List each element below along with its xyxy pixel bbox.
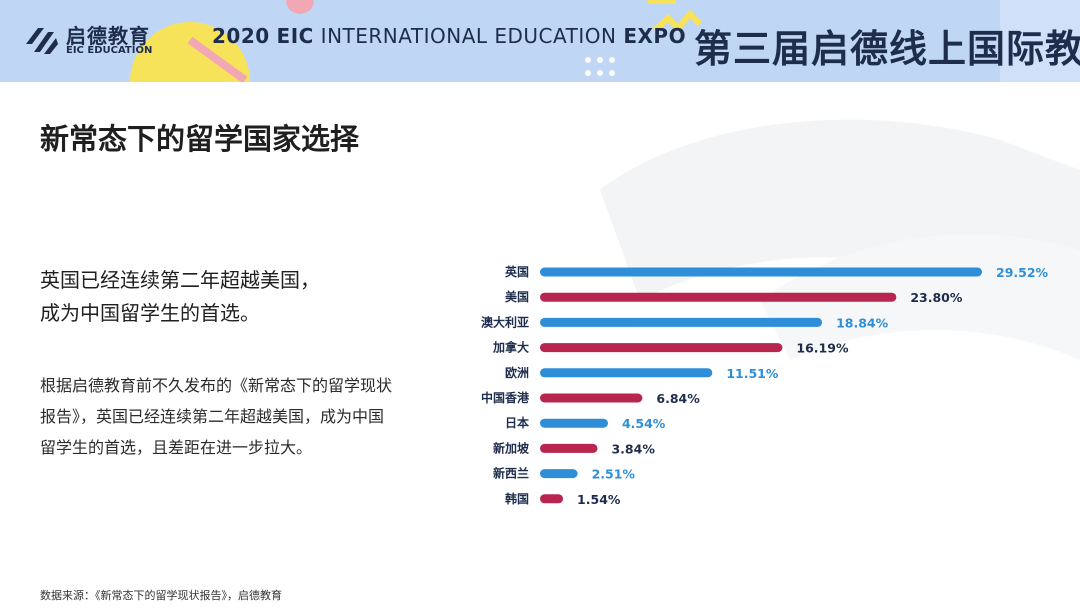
page-title: 新常态下的留学国家选择 <box>40 122 360 156</box>
value-label: 4.54% <box>622 416 666 431</box>
category-label: 新加坡 <box>493 440 530 455</box>
logo-text-cn: 启德教育 <box>66 24 150 48</box>
source-note: 数据来源：《新常态下的留学现状报告》，启德教育 <box>40 589 282 602</box>
logo-text-en: EIC EDUCATION <box>66 45 153 56</box>
banner-title-cn: 第三届启德线上国际教育展 <box>694 27 1080 71</box>
bar <box>540 469 578 479</box>
value-label: 29.52% <box>996 265 1049 280</box>
bar <box>540 494 564 504</box>
value-label: 6.84% <box>656 391 700 406</box>
expo-year: 2020 <box>212 24 270 48</box>
bar <box>540 267 982 277</box>
bar <box>540 393 643 403</box>
expo-end: EXPO <box>623 24 687 48</box>
value-label: 1.54% <box>577 492 621 507</box>
expo-middle: INTERNATIONAL EDUCATION <box>320 24 617 48</box>
category-label: 英国 <box>505 264 529 279</box>
lead-text: 英国已经连续第二年超越美国， 成为中国留学生的首选。 <box>40 264 460 330</box>
value-label: 11.51% <box>726 366 779 381</box>
category-label: 韩国 <box>505 491 529 506</box>
header-banner: 启德教育 EIC EDUCATION 2020 EIC INTERNATIONA… <box>0 0 1080 82</box>
logo-icon <box>26 28 58 54</box>
category-label: 欧洲 <box>505 365 529 380</box>
lead-line: 英国已经连续第二年超越美国， <box>40 268 320 292</box>
body-line: 根据启德教育前不久发布的《新常态下的留学现状 <box>40 376 393 395</box>
category-label: 澳大利亚 <box>481 314 529 329</box>
category-label: 日本 <box>505 415 529 430</box>
bar <box>540 368 713 378</box>
value-label: 3.84% <box>611 441 655 456</box>
logo: 启德教育 EIC EDUCATION <box>22 18 152 64</box>
value-label: 18.84% <box>836 315 889 330</box>
expo-title: 2020 EIC INTERNATIONAL EDUCATION EXPO <box>212 24 686 48</box>
body-line: 留学生的首选，且差距在进一步拉大。 <box>40 438 313 457</box>
lead-line: 成为中国留学生的首选。 <box>40 301 260 325</box>
category-label: 中国香港 <box>481 390 530 405</box>
value-label: 23.80% <box>910 290 963 305</box>
category-label: 加拿大 <box>492 340 529 355</box>
bar <box>540 418 608 428</box>
body-line: 报告》，英国已经连续第二年超越美国，成为中国 <box>40 407 385 426</box>
bar <box>540 343 783 353</box>
category-label: 美国 <box>505 289 529 304</box>
bar <box>540 292 897 302</box>
body-paragraph: 根据启德教育前不久发布的《新常态下的留学现状 报告》，英国已经连续第二年超越美国… <box>40 370 450 463</box>
category-label: 新西兰 <box>493 466 529 481</box>
bar <box>540 317 823 327</box>
expo-eic: EIC <box>276 24 314 48</box>
bar <box>540 443 598 453</box>
value-label: 16.19% <box>796 341 849 356</box>
header-decoration <box>130 0 1080 82</box>
bar-chart: 英国 29.52% 美国 23.80% 澳大利亚 18.84% 加拿大 16.19% 欧洲 11.… <box>481 264 1049 507</box>
value-label: 2.51% <box>592 467 636 482</box>
